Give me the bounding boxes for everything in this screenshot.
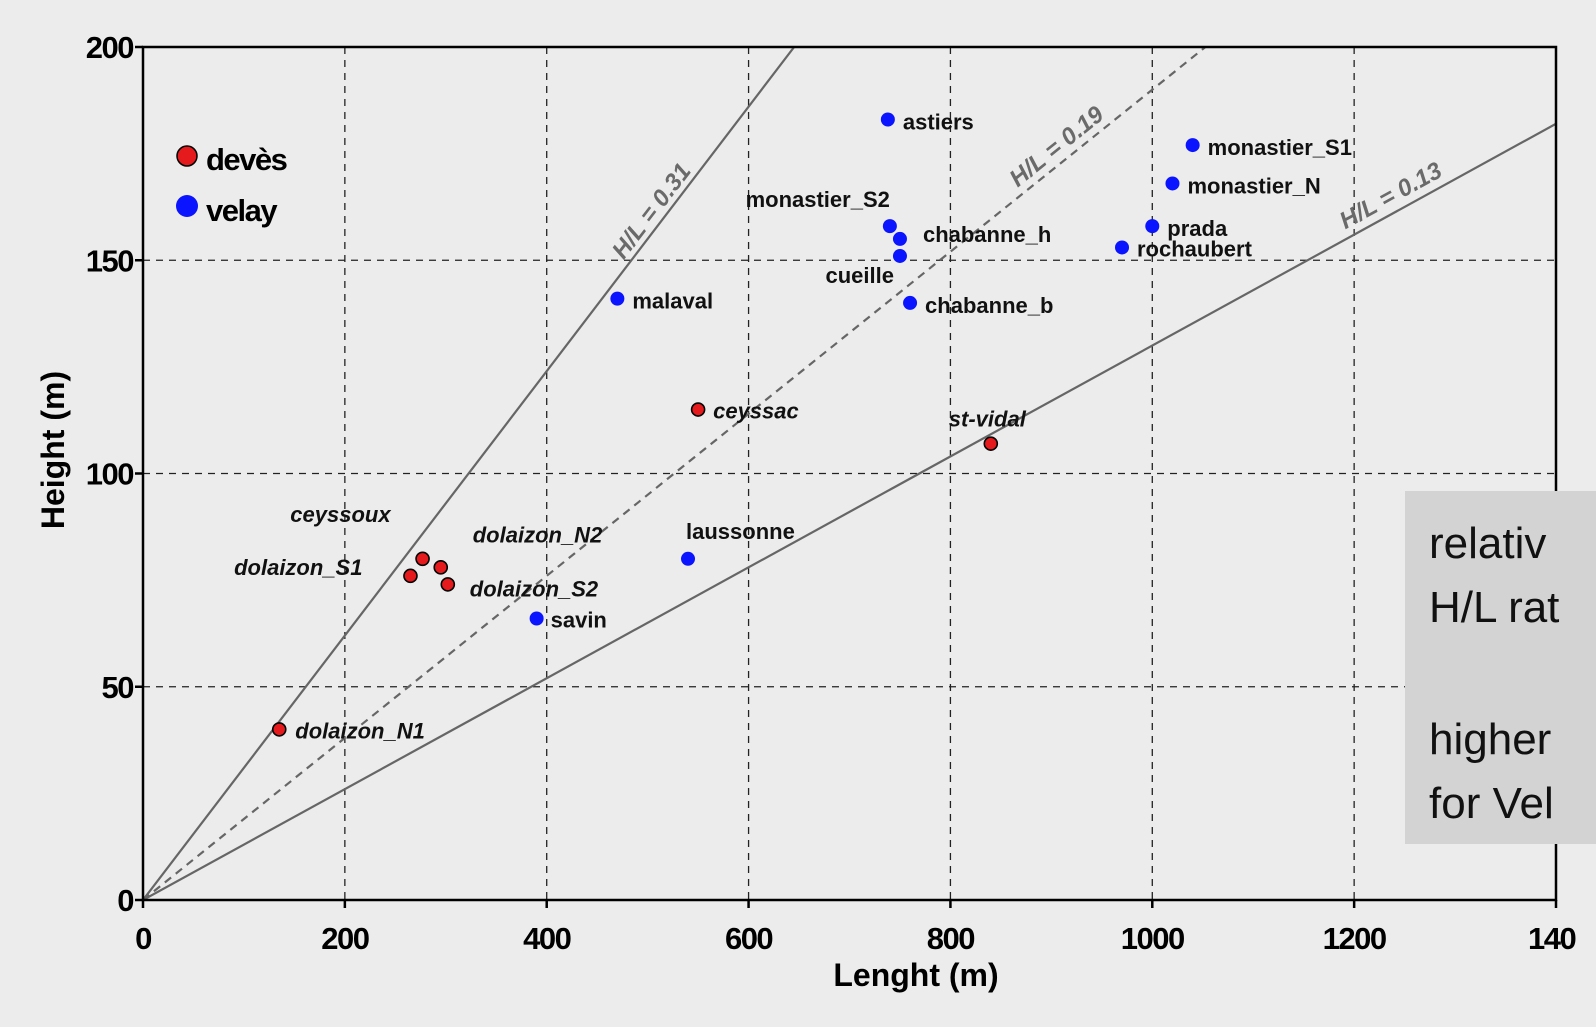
point-dolaizon-s2 xyxy=(440,577,456,592)
legend-label-velay: velay xyxy=(206,193,278,228)
point-label-rochaubert: rochaubert xyxy=(1137,236,1253,261)
point-label-cueille: cueille xyxy=(825,263,893,288)
point-label-dolaizon-s2: dolaizon_S2 xyxy=(470,576,599,601)
point-label-chabanne-h: chabanne_h xyxy=(923,222,1051,247)
x-tick-label: 600 xyxy=(725,921,772,956)
annotation-line-5: for Vel xyxy=(1429,779,1554,828)
y-tick-label: 0 xyxy=(117,883,133,918)
point-label-dolaizon-n1: dolaizon_N1 xyxy=(295,718,425,743)
point-label-chabanne-b: chabanne_b xyxy=(925,293,1053,318)
reference-line-h-l-0-31 xyxy=(143,47,796,900)
y-tick-label: 200 xyxy=(86,30,133,65)
point-astiers xyxy=(880,112,895,127)
point-label-dolaizon-n2: dolaizon_N2 xyxy=(473,522,603,547)
point-ceyssoux xyxy=(415,551,430,567)
legend: devès velay xyxy=(176,142,288,228)
grid xyxy=(143,47,1556,900)
annotation-line-1: relativ xyxy=(1429,519,1547,568)
point-laussonne xyxy=(681,551,696,566)
x-tick-label: 140 xyxy=(1528,921,1575,956)
point-malaval xyxy=(610,291,625,306)
point-label-st-vidal: st-vidal xyxy=(949,407,1027,432)
point-label-malaval: malaval xyxy=(632,289,713,314)
x-tick-label: 0 xyxy=(135,921,151,956)
point-label-savin: savin xyxy=(551,608,607,633)
legend-label-deves: devès xyxy=(206,142,287,177)
point-dolaizon-n2 xyxy=(433,560,449,575)
point-rochaubert xyxy=(1115,240,1130,255)
point-savin xyxy=(529,611,544,626)
legend-marker-velay xyxy=(176,195,198,217)
y-tick-label: 50 xyxy=(102,670,134,705)
point-prada xyxy=(1145,219,1160,234)
point-cueille xyxy=(892,248,907,263)
point-chabanne-h xyxy=(892,231,907,246)
point-dolaizon-n1 xyxy=(271,722,287,737)
x-tick-label: 1000 xyxy=(1121,921,1184,956)
y-axis-title: Height (m) xyxy=(35,371,71,529)
annotation-box: relativ H/L rat higher for Vel xyxy=(1405,491,1596,844)
point-monastier-s2 xyxy=(882,219,897,234)
point-monastier-s1 xyxy=(1185,138,1200,153)
y-tick-label: 100 xyxy=(86,457,133,492)
legend-marker-deves xyxy=(176,145,198,167)
reference-line-h-l-0-19 xyxy=(143,47,1207,900)
x-tick-label: 400 xyxy=(523,921,570,956)
point-st-vidal xyxy=(983,436,999,451)
point-label-prada: prada xyxy=(1167,216,1228,241)
point-label-laussonne: laussonne xyxy=(686,519,795,544)
point-label-astiers: astiers xyxy=(903,110,974,135)
point-ceyssac xyxy=(690,402,706,417)
point-chabanne-b xyxy=(903,295,918,310)
reference-line-h-l-0-13 xyxy=(143,122,1556,900)
point-label-ceyssoux: ceyssoux xyxy=(290,502,391,527)
annotation-line-2: H/L rat xyxy=(1429,583,1560,632)
y-tick-label: 150 xyxy=(86,243,133,278)
x-tick-label: 1200 xyxy=(1323,921,1386,956)
point-monastier-n xyxy=(1165,176,1180,191)
point-label-dolaizon-s1: dolaizon_S1 xyxy=(234,555,362,580)
annotation-line-4: higher xyxy=(1429,715,1552,764)
x-tick-label: 800 xyxy=(927,921,974,956)
point-label-monastier-n: monastier_N xyxy=(1187,173,1320,198)
reference-lines xyxy=(143,47,1556,900)
point-label-ceyssac: ceyssac xyxy=(713,399,799,424)
data-points xyxy=(271,112,1200,737)
point-label-monastier-s1: monastier_S1 xyxy=(1208,135,1352,160)
point-label-monastier-s2: monastier_S2 xyxy=(746,187,890,212)
point-dolaizon-s1 xyxy=(403,568,418,584)
x-axis-title: Lenght (m) xyxy=(833,957,998,993)
x-tick-label: 200 xyxy=(321,921,368,956)
point-labels: dolaizon_N1 dolaizon_S1 ceyssoux dolaizon_N… xyxy=(234,110,1352,744)
